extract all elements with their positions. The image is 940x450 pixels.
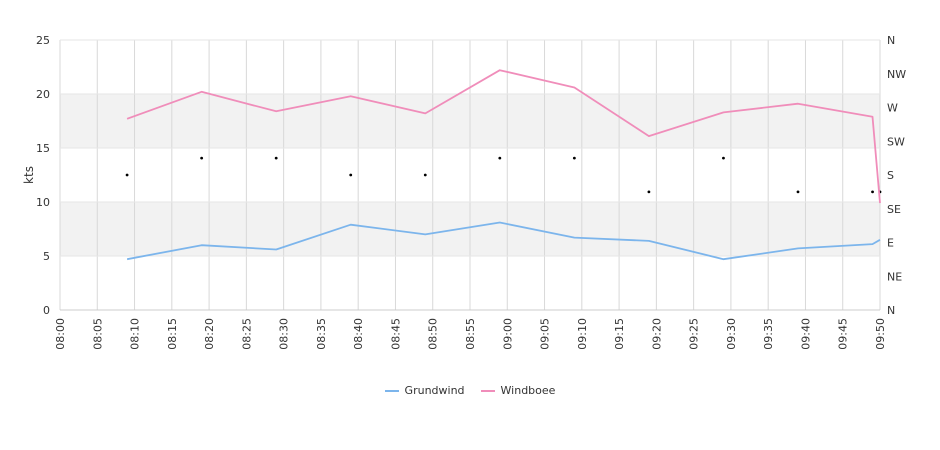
direction-tick-label: NE [887,270,902,283]
legend-label-grundwind: Grundwind [404,384,465,397]
direction-tick-label: N [887,304,895,317]
legend-item-grundwind[interactable]: Grundwind [384,384,465,397]
y-tick-label: 10 [36,196,50,209]
direction-point [200,156,204,160]
legend-swatch-grundwind [384,389,399,392]
legend-label-windboee: Windboee [500,384,556,397]
x-tick-label: 09:30 [725,318,738,350]
y-tick-label: 5 [43,250,50,263]
x-tick-label: 08:05 [91,318,104,350]
x-tick-label: 09:45 [837,318,850,350]
y-tick-label: 25 [36,34,50,47]
direction-point [572,156,576,160]
legend-swatch-windboee [480,389,495,392]
x-tick-label: 08:15 [166,318,179,350]
direction-tick-label: NW [887,68,906,81]
direction-tick-label: W [887,102,898,115]
x-tick-label: 09:20 [650,318,663,350]
x-tick-label: 08:20 [203,318,216,350]
x-tick-label: 09:00 [501,318,514,350]
series-line-grundwind [126,221,881,261]
y-tick-label: 15 [36,142,50,155]
x-tick-label: 08:40 [352,318,365,350]
direction-point [871,190,874,194]
direction-point [349,173,353,177]
direction-point [125,173,129,177]
series-line-windboee [126,69,881,204]
x-tick-label: 08:30 [278,318,291,350]
x-tick-label: 09:15 [613,318,626,350]
x-tick-label: 09:40 [799,318,812,350]
x-tick-label: 08:10 [129,318,142,350]
direction-point [722,156,725,160]
x-tick-label: 08:25 [240,318,253,350]
x-tick-label: 08:50 [427,318,440,350]
direction-tick-label: SW [887,135,905,148]
direction-tick-label: E [887,237,894,250]
direction-tick-label: S [887,169,894,182]
legend-item-windboee[interactable]: Windboee [480,384,556,397]
x-tick-label: 08:45 [389,318,402,350]
direction-point [796,190,800,194]
x-tick-label: 08:00 [54,318,67,350]
y-tick-label: 0 [43,304,50,317]
y-tick-label: 20 [36,88,50,101]
x-tick-label: 09:10 [576,318,589,350]
direction-tick-label: SE [887,203,901,216]
x-tick-label: 09:05 [539,318,552,350]
x-tick-label: 08:55 [464,318,477,350]
x-tick-label: 08:35 [315,318,328,350]
direction-point [647,190,651,194]
legend: Grundwind Windboee [0,384,940,397]
direction-point [274,156,278,160]
direction-point [423,173,427,177]
x-tick-label: 09:35 [762,318,775,350]
direction-tick-label: N [887,34,895,47]
direction-point [498,156,502,160]
x-tick-label: 09:50 [874,318,887,350]
y-axis-title: kts [22,166,36,184]
x-tick-label: 09:25 [688,318,701,350]
